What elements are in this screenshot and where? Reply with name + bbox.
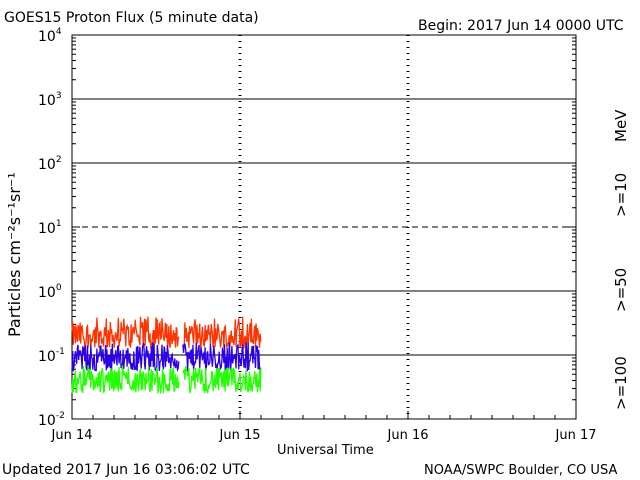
series-line-1	[71, 342, 262, 373]
y-tick-exponent: 2	[56, 155, 62, 165]
series-lines	[71, 316, 262, 394]
y-tick-exponent: -1	[56, 347, 65, 357]
y-tick-label: 103	[38, 91, 62, 109]
series-line-2	[71, 365, 262, 394]
y-tick-exponent: 3	[56, 91, 62, 101]
legend-series-10mev: >=10	[612, 173, 630, 217]
legend-series-100mev: >=100	[612, 356, 630, 410]
gridlines	[72, 35, 576, 419]
y-tick-label: 100	[38, 283, 62, 301]
y-axis-label: Particles cm⁻²s⁻¹sr⁻¹	[5, 172, 24, 337]
updated-timestamp: Updated 2017 Jun 16 03:06:02 UTC	[2, 462, 250, 478]
legend: MeV >=10 >=50 >=100	[612, 109, 630, 410]
x-tick-label: Jun 15	[219, 428, 261, 443]
y-tick-label: 102	[38, 155, 62, 173]
y-tick-exponent: -2	[56, 411, 65, 421]
x-axis-label: Universal Time	[277, 443, 374, 458]
y-tick-label: 10-1	[38, 347, 65, 365]
y-tick-exponent: 4	[56, 27, 62, 37]
credit-line: NOAA/SWPC Boulder, CO USA	[424, 463, 617, 478]
y-tick-exponent: 0	[56, 283, 62, 293]
x-tick-label: Jun 17	[555, 428, 597, 443]
y-tick-label: 101	[38, 219, 62, 237]
x-axis-ticks: Jun 14 Jun 15 Jun 16 Jun 17	[51, 411, 597, 443]
y-tick-label: 104	[38, 27, 62, 45]
legend-unit: MeV	[612, 109, 630, 142]
chart-title: GOES15 Proton Flux (5 minute data)	[4, 10, 259, 26]
x-tick-label: Jun 16	[387, 428, 429, 443]
x-tick-label: Jun 14	[51, 428, 93, 443]
begin-time: Begin: 2017 Jun 14 0000 UTC	[418, 18, 624, 34]
legend-series-50mev: >=50	[612, 268, 630, 312]
y-tick-label: 10-2	[38, 411, 65, 429]
y-tick-exponent: 1	[56, 219, 62, 229]
series-line-0	[71, 316, 262, 349]
